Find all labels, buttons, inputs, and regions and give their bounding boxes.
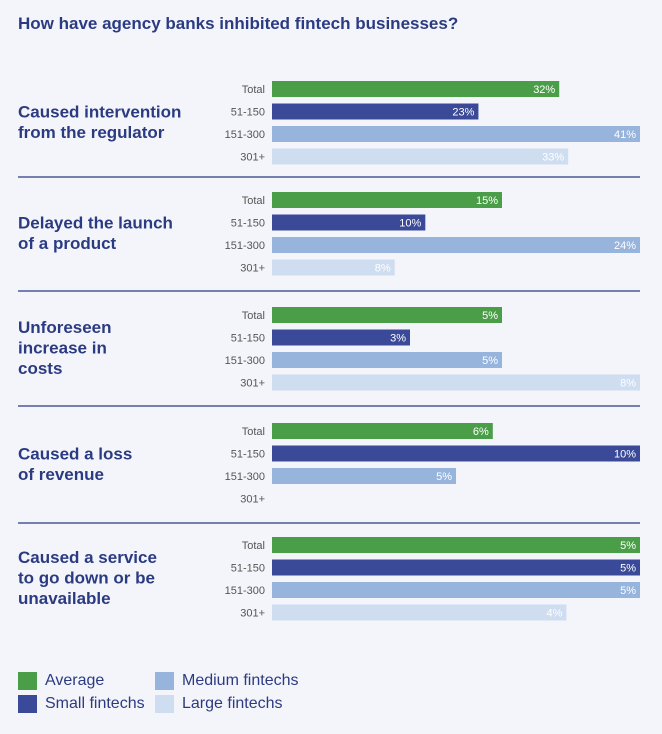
bar-value-label: 5% bbox=[620, 563, 636, 575]
chart-title: How have agency banks inhibited fintech … bbox=[18, 14, 459, 33]
legend-swatch bbox=[18, 672, 37, 690]
bar bbox=[272, 214, 426, 231]
bar-value-label: 23% bbox=[452, 107, 474, 119]
bar-value-label: 24% bbox=[614, 240, 636, 252]
bar bbox=[272, 81, 560, 97]
bar-value-label: 10% bbox=[399, 218, 421, 230]
bar-value-label: 5% bbox=[482, 310, 498, 322]
bar bbox=[272, 259, 395, 276]
bar-value-label: 4% bbox=[546, 608, 562, 620]
bar bbox=[272, 604, 567, 621]
bar bbox=[272, 329, 410, 346]
bar-value-label: 5% bbox=[436, 471, 452, 483]
row-tick-label: 51-150 bbox=[231, 107, 265, 119]
row-tick-label: 151-300 bbox=[225, 585, 265, 597]
legend-swatch bbox=[18, 695, 37, 713]
bar-value-label: 3% bbox=[390, 333, 406, 345]
bar-value-label: 10% bbox=[614, 449, 636, 461]
group-label: Caused a loss of revenue bbox=[18, 444, 132, 484]
row-tick-label: 51-150 bbox=[231, 563, 265, 575]
row-tick-label: 51-150 bbox=[231, 333, 265, 345]
bar-value-label: 15% bbox=[476, 195, 498, 207]
bar bbox=[272, 192, 502, 208]
bar bbox=[272, 126, 640, 142]
row-tick-label: 51-150 bbox=[231, 449, 265, 461]
legend-item: Large fintechs bbox=[155, 695, 283, 713]
row-tick-label: Total bbox=[242, 540, 265, 552]
row-tick-label: 51-150 bbox=[231, 218, 265, 230]
row-tick-label: 151-300 bbox=[225, 129, 265, 141]
legend-label: Large fintechs bbox=[182, 695, 283, 712]
row-tick-label: Total bbox=[242, 310, 265, 322]
row-tick-label: 151-300 bbox=[225, 471, 265, 483]
row-tick-label: Total bbox=[242, 84, 265, 96]
bar bbox=[272, 237, 640, 253]
legend-item: Small fintechs bbox=[18, 695, 145, 713]
bar bbox=[272, 559, 640, 576]
bar-value-label: 5% bbox=[620, 585, 636, 597]
group-label: Caused intervention from the regulator bbox=[18, 102, 181, 142]
bar bbox=[272, 307, 502, 323]
bar bbox=[272, 582, 640, 598]
legend: Average Small fintechs Medium fintechs Larg… bbox=[18, 672, 658, 722]
bar bbox=[272, 423, 493, 439]
bar bbox=[272, 103, 479, 120]
bar bbox=[272, 148, 569, 165]
group-label: Delayed the launch of a product bbox=[18, 213, 173, 253]
bar bbox=[272, 352, 502, 368]
bar bbox=[272, 468, 456, 484]
row-tick-label: 301+ bbox=[240, 494, 265, 506]
row-tick-label: 301+ bbox=[240, 378, 265, 390]
row-tick-label: 301+ bbox=[240, 608, 265, 620]
bar-value-label: 5% bbox=[482, 355, 498, 367]
group-label: Unforeseen increase in costs bbox=[18, 318, 112, 378]
legend-label: Average bbox=[45, 672, 105, 689]
bar-value-label: 8% bbox=[375, 263, 391, 275]
legend-item: Medium fintechs bbox=[155, 672, 299, 690]
bar-chart: Caused intervention from the regulator Tot… bbox=[18, 81, 640, 621]
group-label: Caused a service to go down or be unavaila… bbox=[18, 548, 157, 608]
bar bbox=[272, 537, 640, 553]
bar-value-label: 32% bbox=[533, 84, 555, 96]
bar-value-label: 8% bbox=[620, 378, 636, 390]
legend-label: Small fintechs bbox=[45, 695, 145, 712]
legend-label: Medium fintechs bbox=[182, 672, 299, 689]
bar-value-label: 6% bbox=[473, 426, 489, 438]
row-tick-label: 151-300 bbox=[225, 355, 265, 367]
row-tick-label: 301+ bbox=[240, 263, 265, 275]
row-tick-label: 301+ bbox=[240, 152, 265, 164]
row-tick-label: Total bbox=[242, 195, 265, 207]
bar bbox=[272, 374, 640, 391]
legend-item: Average bbox=[18, 672, 104, 690]
bar-value-label: 41% bbox=[614, 129, 636, 141]
row-tick-label: 151-300 bbox=[225, 240, 265, 252]
row-tick-label: Total bbox=[242, 426, 265, 438]
legend-swatch bbox=[155, 695, 174, 713]
bar bbox=[272, 445, 640, 462]
bar-value-label: 5% bbox=[620, 540, 636, 552]
legend-swatch bbox=[155, 672, 174, 690]
bar-value-label: 33% bbox=[542, 152, 564, 164]
